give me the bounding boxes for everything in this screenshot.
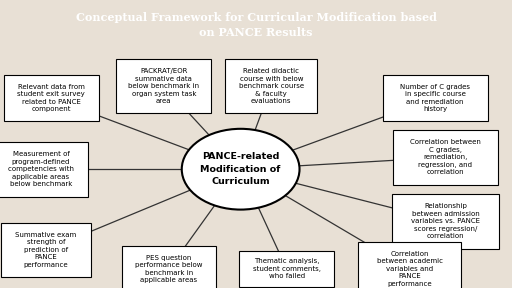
FancyBboxPatch shape bbox=[0, 142, 89, 196]
FancyBboxPatch shape bbox=[122, 246, 216, 288]
Text: Relationship
between admission
variables vs. PANCE
scores regression/
correlatio: Relationship between admission variables… bbox=[411, 203, 480, 240]
Text: Conceptual Framework for Curricular Modification based
on PANCE Results: Conceptual Framework for Curricular Modi… bbox=[75, 12, 437, 38]
Text: Measurement of
program-defined
competencies with
applicable areas
below benchmar: Measurement of program-defined competenc… bbox=[8, 151, 74, 187]
Text: Relevant data from
student exit survey
related to PANCE
component: Relevant data from student exit survey r… bbox=[17, 84, 85, 112]
Text: PACKRAT/EOR
summative data
below benchmark in
organ system task
area: PACKRAT/EOR summative data below benchma… bbox=[129, 68, 199, 104]
FancyBboxPatch shape bbox=[382, 75, 487, 121]
Text: Related didactic
course with below
benchmark course
& faculty
evaluations: Related didactic course with below bench… bbox=[239, 68, 304, 104]
FancyBboxPatch shape bbox=[358, 242, 461, 288]
Text: PANCE-related
Modification of
Curriculum: PANCE-related Modification of Curriculum bbox=[201, 152, 281, 186]
FancyBboxPatch shape bbox=[117, 59, 211, 113]
FancyBboxPatch shape bbox=[393, 130, 498, 185]
Text: Number of C grades
in specific course
and remediation
history: Number of C grades in specific course an… bbox=[400, 84, 470, 112]
FancyBboxPatch shape bbox=[240, 251, 334, 287]
Text: Correlation
between academic
variables and
PANCE
performance: Correlation between academic variables a… bbox=[377, 251, 442, 287]
Text: Summative exam
strength of
prediction of
PANCE
performance: Summative exam strength of prediction of… bbox=[15, 232, 77, 268]
Text: Thematic analysis,
student comments,
who failed: Thematic analysis, student comments, who… bbox=[253, 259, 321, 279]
FancyBboxPatch shape bbox=[392, 194, 499, 249]
FancyBboxPatch shape bbox=[225, 59, 317, 113]
FancyBboxPatch shape bbox=[1, 223, 91, 277]
Ellipse shape bbox=[182, 129, 300, 210]
FancyBboxPatch shape bbox=[4, 75, 98, 121]
Text: Correlation between
C grades,
remediation,
regression, and
correlation: Correlation between C grades, remediatio… bbox=[410, 139, 481, 175]
Text: PES question
performance below
benchmark in
applicable areas: PES question performance below benchmark… bbox=[135, 255, 203, 283]
